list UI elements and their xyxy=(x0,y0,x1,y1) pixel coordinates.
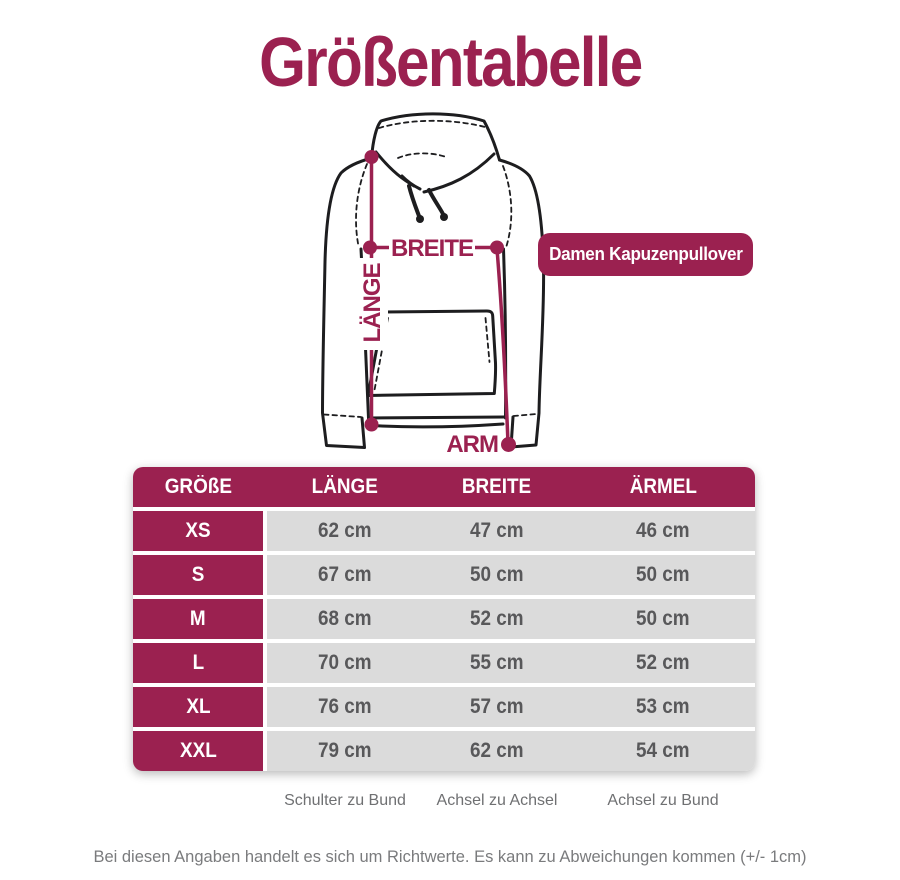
size-cell: XS xyxy=(133,511,263,551)
value-cell: 62 cm xyxy=(423,731,571,771)
value-cell: 67 cm xyxy=(267,555,423,595)
value-cell: 55 cm xyxy=(423,643,571,683)
arm-label: ARM xyxy=(446,431,498,458)
sleeve-left xyxy=(321,156,373,449)
value-cell: 50 cm xyxy=(571,599,755,639)
value-cell: 47 cm xyxy=(423,511,571,551)
hoodie-diagram: BREITE LÄNGE ARM xyxy=(321,112,546,458)
drawstring-left xyxy=(407,184,421,218)
table-row: XS 62 cm 47 cm 46 cm xyxy=(133,511,755,551)
drawstring-knot-left xyxy=(416,215,424,223)
table-row: L 70 cm 55 cm 52 cm xyxy=(133,643,755,683)
value-cell: 52 cm xyxy=(571,643,755,683)
value-cell: 57 cm xyxy=(423,687,571,727)
hood-seam-dashed xyxy=(378,119,488,129)
collar-seam-dashed xyxy=(397,152,447,159)
armhole-seam-right-dashed xyxy=(502,165,513,247)
column-header-groesse: GRÖßE xyxy=(164,475,232,498)
value-cell: 53 cm xyxy=(571,687,755,727)
disclaimer-text: Bei diesen Angaben handelt es sich um Ri… xyxy=(93,848,807,866)
table-row: S 67 cm 50 cm 50 cm xyxy=(133,555,755,595)
column-header-breite: BREITE xyxy=(462,475,532,498)
size-cell: L xyxy=(133,643,263,683)
table-header-row: GRÖßE LÄNGE BREITE ÄRMEL xyxy=(133,467,755,507)
drawstring-right xyxy=(427,188,445,216)
hood-outline xyxy=(370,112,501,162)
value-cell: 68 cm xyxy=(267,599,423,639)
arm-bottom-dot xyxy=(501,437,516,452)
breite-left-dot xyxy=(363,240,377,255)
breite-label: BREITE xyxy=(391,235,474,262)
drawstring-knot-right xyxy=(440,213,448,221)
breite-right-dot xyxy=(490,240,504,255)
cuff-left-dashed xyxy=(323,413,362,418)
value-cell: 70 cm xyxy=(267,643,423,683)
table-row: M 68 cm 52 cm 50 cm xyxy=(133,599,755,639)
size-cell: XL xyxy=(133,687,263,727)
value-cell: 62 cm xyxy=(267,511,423,551)
size-cell: M xyxy=(133,599,263,639)
product-type-badge: Damen Kapuzenpullover xyxy=(538,233,753,276)
hood-opening-right xyxy=(422,152,496,194)
value-cell: 46 cm xyxy=(571,511,755,551)
table-row: XL 76 cm 57 cm 53 cm xyxy=(133,687,755,727)
value-cell: 79 cm xyxy=(267,731,423,771)
armhole-seam-left-dashed xyxy=(355,163,368,247)
value-cell: 50 cm xyxy=(423,555,571,595)
footnote-laenge: Schulter zu Bund xyxy=(284,792,406,809)
arm-measure-line xyxy=(495,248,510,444)
hem-top xyxy=(367,415,507,420)
page-title: Größentabelle xyxy=(258,23,643,101)
value-cell: 50 cm xyxy=(571,555,755,595)
column-footnotes: Schulter zu Bund Achsel zu Achsel Achsel… xyxy=(133,792,755,810)
value-cell: 54 cm xyxy=(571,731,755,771)
laenge-bottom-dot xyxy=(364,417,379,432)
value-cell: 52 cm xyxy=(423,599,571,639)
hood-opening-cross xyxy=(400,174,422,191)
shoulder-measure-dot xyxy=(364,150,379,164)
table-row: XXL 79 cm 62 cm 54 cm xyxy=(133,731,755,771)
size-table: GRÖßE LÄNGE BREITE ÄRMEL XS 62 cm 47 cm … xyxy=(133,467,755,771)
laenge-label-bg xyxy=(355,258,388,350)
value-cell: 76 cm xyxy=(267,687,423,727)
column-header-aermel: ÄRMEL xyxy=(629,475,697,498)
size-cell: S xyxy=(133,555,263,595)
column-header-laenge: LÄNGE xyxy=(311,475,379,498)
footnote-aermel: Achsel zu Bund xyxy=(607,792,719,809)
cuff-right-dashed xyxy=(512,413,538,417)
laenge-label: LÄNGE xyxy=(359,263,386,343)
kangaroo-pocket xyxy=(366,309,498,397)
breite-label-bg xyxy=(389,234,475,261)
hem-bottom xyxy=(369,422,505,429)
footnote-breite: Achsel zu Achsel xyxy=(436,792,558,809)
size-cell: XXL xyxy=(133,731,263,771)
pocket-seam-right-dashed xyxy=(484,317,491,363)
